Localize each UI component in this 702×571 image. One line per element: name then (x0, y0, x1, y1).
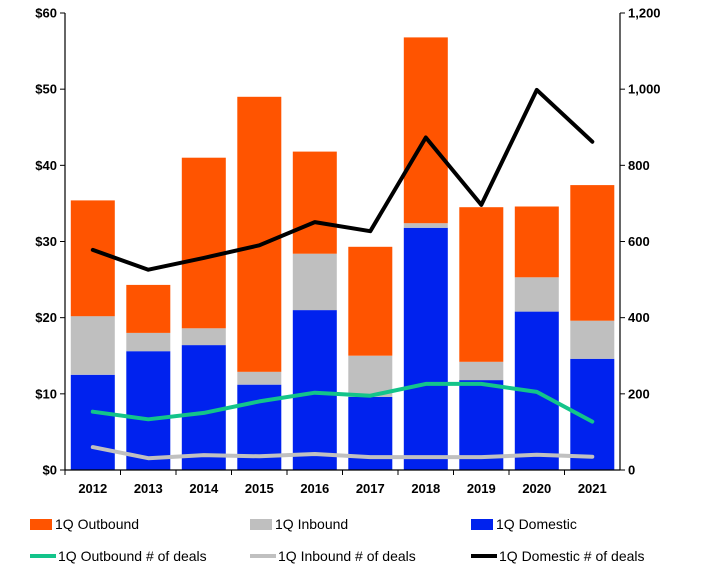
bar-1q-outbound-2012 (70, 200, 115, 317)
y-right-tick-label: 600 (628, 234, 650, 249)
x-tick-label: 2019 (467, 481, 496, 496)
axes-layer: $0 $10 $20 $30 $40 $50 $60 0 200 400 600 800 1,000 1,… (35, 6, 660, 497)
bar-1q-inbound-2020 (514, 277, 559, 312)
y-right-tick-label: 1,200 (628, 6, 661, 21)
bar-1q-outbound-2017 (348, 246, 393, 356)
bar-1q-inbound-2017 (348, 355, 393, 397)
y-right-tick-label: 0 (628, 463, 635, 478)
bar-1q-inbound-2016 (292, 253, 337, 311)
x-tick-label: 2013 (134, 481, 163, 496)
line-1q-inbound-of-deals (90, 445, 595, 461)
y-left-tick-label: $0 (43, 463, 57, 478)
bar-1q-outbound-2016 (292, 151, 337, 254)
bar-1q-outbound-2014 (181, 157, 226, 329)
bar-1q-inbound-2015 (237, 371, 282, 385)
y-right-tick-label: 800 (628, 158, 650, 173)
x-tick-label: 2016 (300, 481, 329, 496)
bar-1q-outbound-2013 (126, 284, 171, 333)
y-left-tick-label: $30 (35, 234, 57, 249)
bar-1q-outbound-2020 (514, 206, 559, 278)
line-1q-outbound-of-deals (90, 381, 595, 424)
x-tick-label: 2012 (78, 481, 107, 496)
x-tick-label: 2020 (522, 481, 551, 496)
bar-layer (70, 37, 615, 470)
y-left-tick-label: $10 (35, 386, 57, 401)
bar-1q-inbound-2021 (570, 320, 615, 359)
bar-1q-domestic-2014 (181, 345, 226, 470)
x-tick-label: 2014 (189, 481, 219, 496)
bar-1q-inbound-2018 (403, 223, 448, 228)
bar-1q-inbound-2012 (70, 316, 115, 375)
bar-1q-inbound-2013 (126, 332, 171, 352)
bar-1q-outbound-2018 (403, 37, 448, 224)
y-left-tick-label: $60 (35, 6, 57, 21)
y-right-tick-label: 400 (628, 310, 650, 325)
y-right-tick-label: 200 (628, 386, 650, 401)
line-layer (90, 87, 595, 461)
x-tick-label: 2017 (356, 481, 385, 496)
bar-1q-inbound-2014 (181, 328, 226, 346)
bar-1q-domestic-2013 (126, 351, 171, 470)
y-left-tick-label: $20 (35, 310, 57, 325)
bar-1q-domestic-2012 (70, 374, 115, 470)
bar-1q-outbound-2015 (237, 96, 282, 372)
bar-1q-outbound-2021 (570, 185, 615, 321)
line-1q-domestic-of-deals (90, 87, 595, 272)
x-tick-label: 2021 (578, 481, 607, 496)
bar-1q-domestic-2016 (292, 310, 337, 470)
x-tick-label: 2018 (411, 481, 440, 496)
bar-1q-outbound-2019 (459, 207, 504, 362)
bar-1q-inbound-2019 (459, 361, 504, 381)
x-tick-label: 2015 (245, 481, 274, 496)
bar-1q-domestic-2018 (403, 227, 448, 470)
y-left-tick-label: $40 (35, 158, 57, 173)
y-left-tick-label: $50 (35, 82, 57, 97)
y-right-tick-label: 1,000 (628, 82, 661, 97)
